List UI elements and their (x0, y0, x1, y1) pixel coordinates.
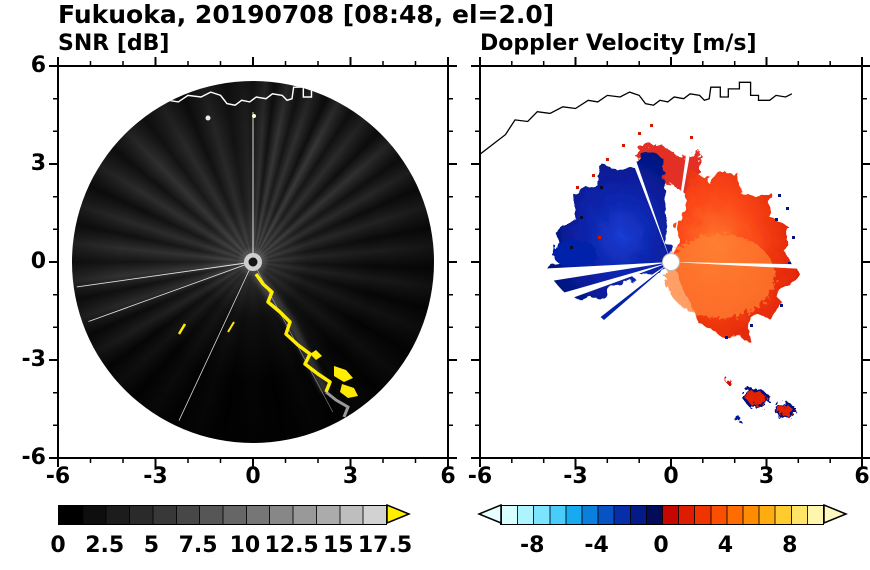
isolated-echo-blobs (726, 379, 797, 422)
doppler-panel-title: Doppler Velocity [m/s] (480, 31, 757, 56)
clutter-line-gray (325, 390, 350, 418)
doppler-colorbar-under-arrow (477, 503, 502, 525)
doppler-cb-label: -4 (584, 533, 609, 558)
x-tick-label: -3 (143, 464, 168, 489)
snr-cb-label: 5 (143, 533, 160, 558)
clutter-blobs (177, 321, 358, 398)
blue-west-patch (553, 240, 597, 268)
blocked-beam-lines (76, 112, 334, 421)
doppler-cb-label: -8 (519, 533, 545, 558)
coastline-path-snr (72, 81, 377, 155)
x-tick-label: 3 (758, 464, 775, 489)
doppler-cb-label: 8 (782, 533, 798, 558)
doppler-cb-label: 4 (717, 533, 734, 558)
snr-cb-label: 0 (50, 533, 66, 558)
y-tick-label: -3 (21, 347, 46, 372)
x-tick-label: 3 (342, 464, 359, 489)
y-tick-label: -6 (21, 445, 46, 470)
snr-colorbar-overflow-arrow (386, 503, 411, 525)
snr-cb-label: 15 (322, 533, 354, 558)
doppler-colorbar-over-arrow (823, 503, 848, 525)
x-tick-label: 6 (854, 464, 870, 489)
echo-dot-1 (205, 115, 211, 121)
echo-dot-2 (252, 114, 256, 118)
snr-cb-label: 17.5 (357, 533, 413, 558)
y-tick-label: 6 (30, 53, 46, 78)
y-tick-label: 0 (30, 249, 46, 274)
doppler-colorbar (500, 505, 824, 525)
x-tick-label: -6 (467, 464, 493, 489)
snr-cb-label: 10 (229, 533, 261, 558)
snr-plot (58, 66, 448, 458)
snr-panel-title: SNR [dB] (58, 31, 170, 56)
snr-cb-label: 2.5 (85, 533, 125, 558)
snr-cb-label: 12.5 (264, 533, 319, 558)
doppler-plot (480, 66, 862, 458)
page-title: Fukuoka, 20190708 [08:48, el=2.0] (58, 0, 555, 29)
orange-core (665, 234, 775, 318)
x-tick-label: -6 (45, 464, 71, 489)
snr-overlay (72, 81, 377, 421)
snr-cb-label: 7.5 (178, 533, 218, 558)
coastline-path-doppler (480, 81, 793, 155)
y-tick-label: 3 (30, 151, 46, 176)
radar-origin-hole (662, 253, 680, 271)
doppler-overlay (480, 81, 799, 422)
x-tick-label: -3 (563, 464, 588, 489)
x-tick-label: 0 (245, 464, 261, 489)
x-tick-label: 0 (663, 464, 679, 489)
doppler-cb-label: 0 (653, 533, 669, 558)
snr-colorbar (58, 505, 387, 525)
x-tick-label: 6 (440, 464, 456, 489)
radar-origin-dot (248, 257, 258, 267)
